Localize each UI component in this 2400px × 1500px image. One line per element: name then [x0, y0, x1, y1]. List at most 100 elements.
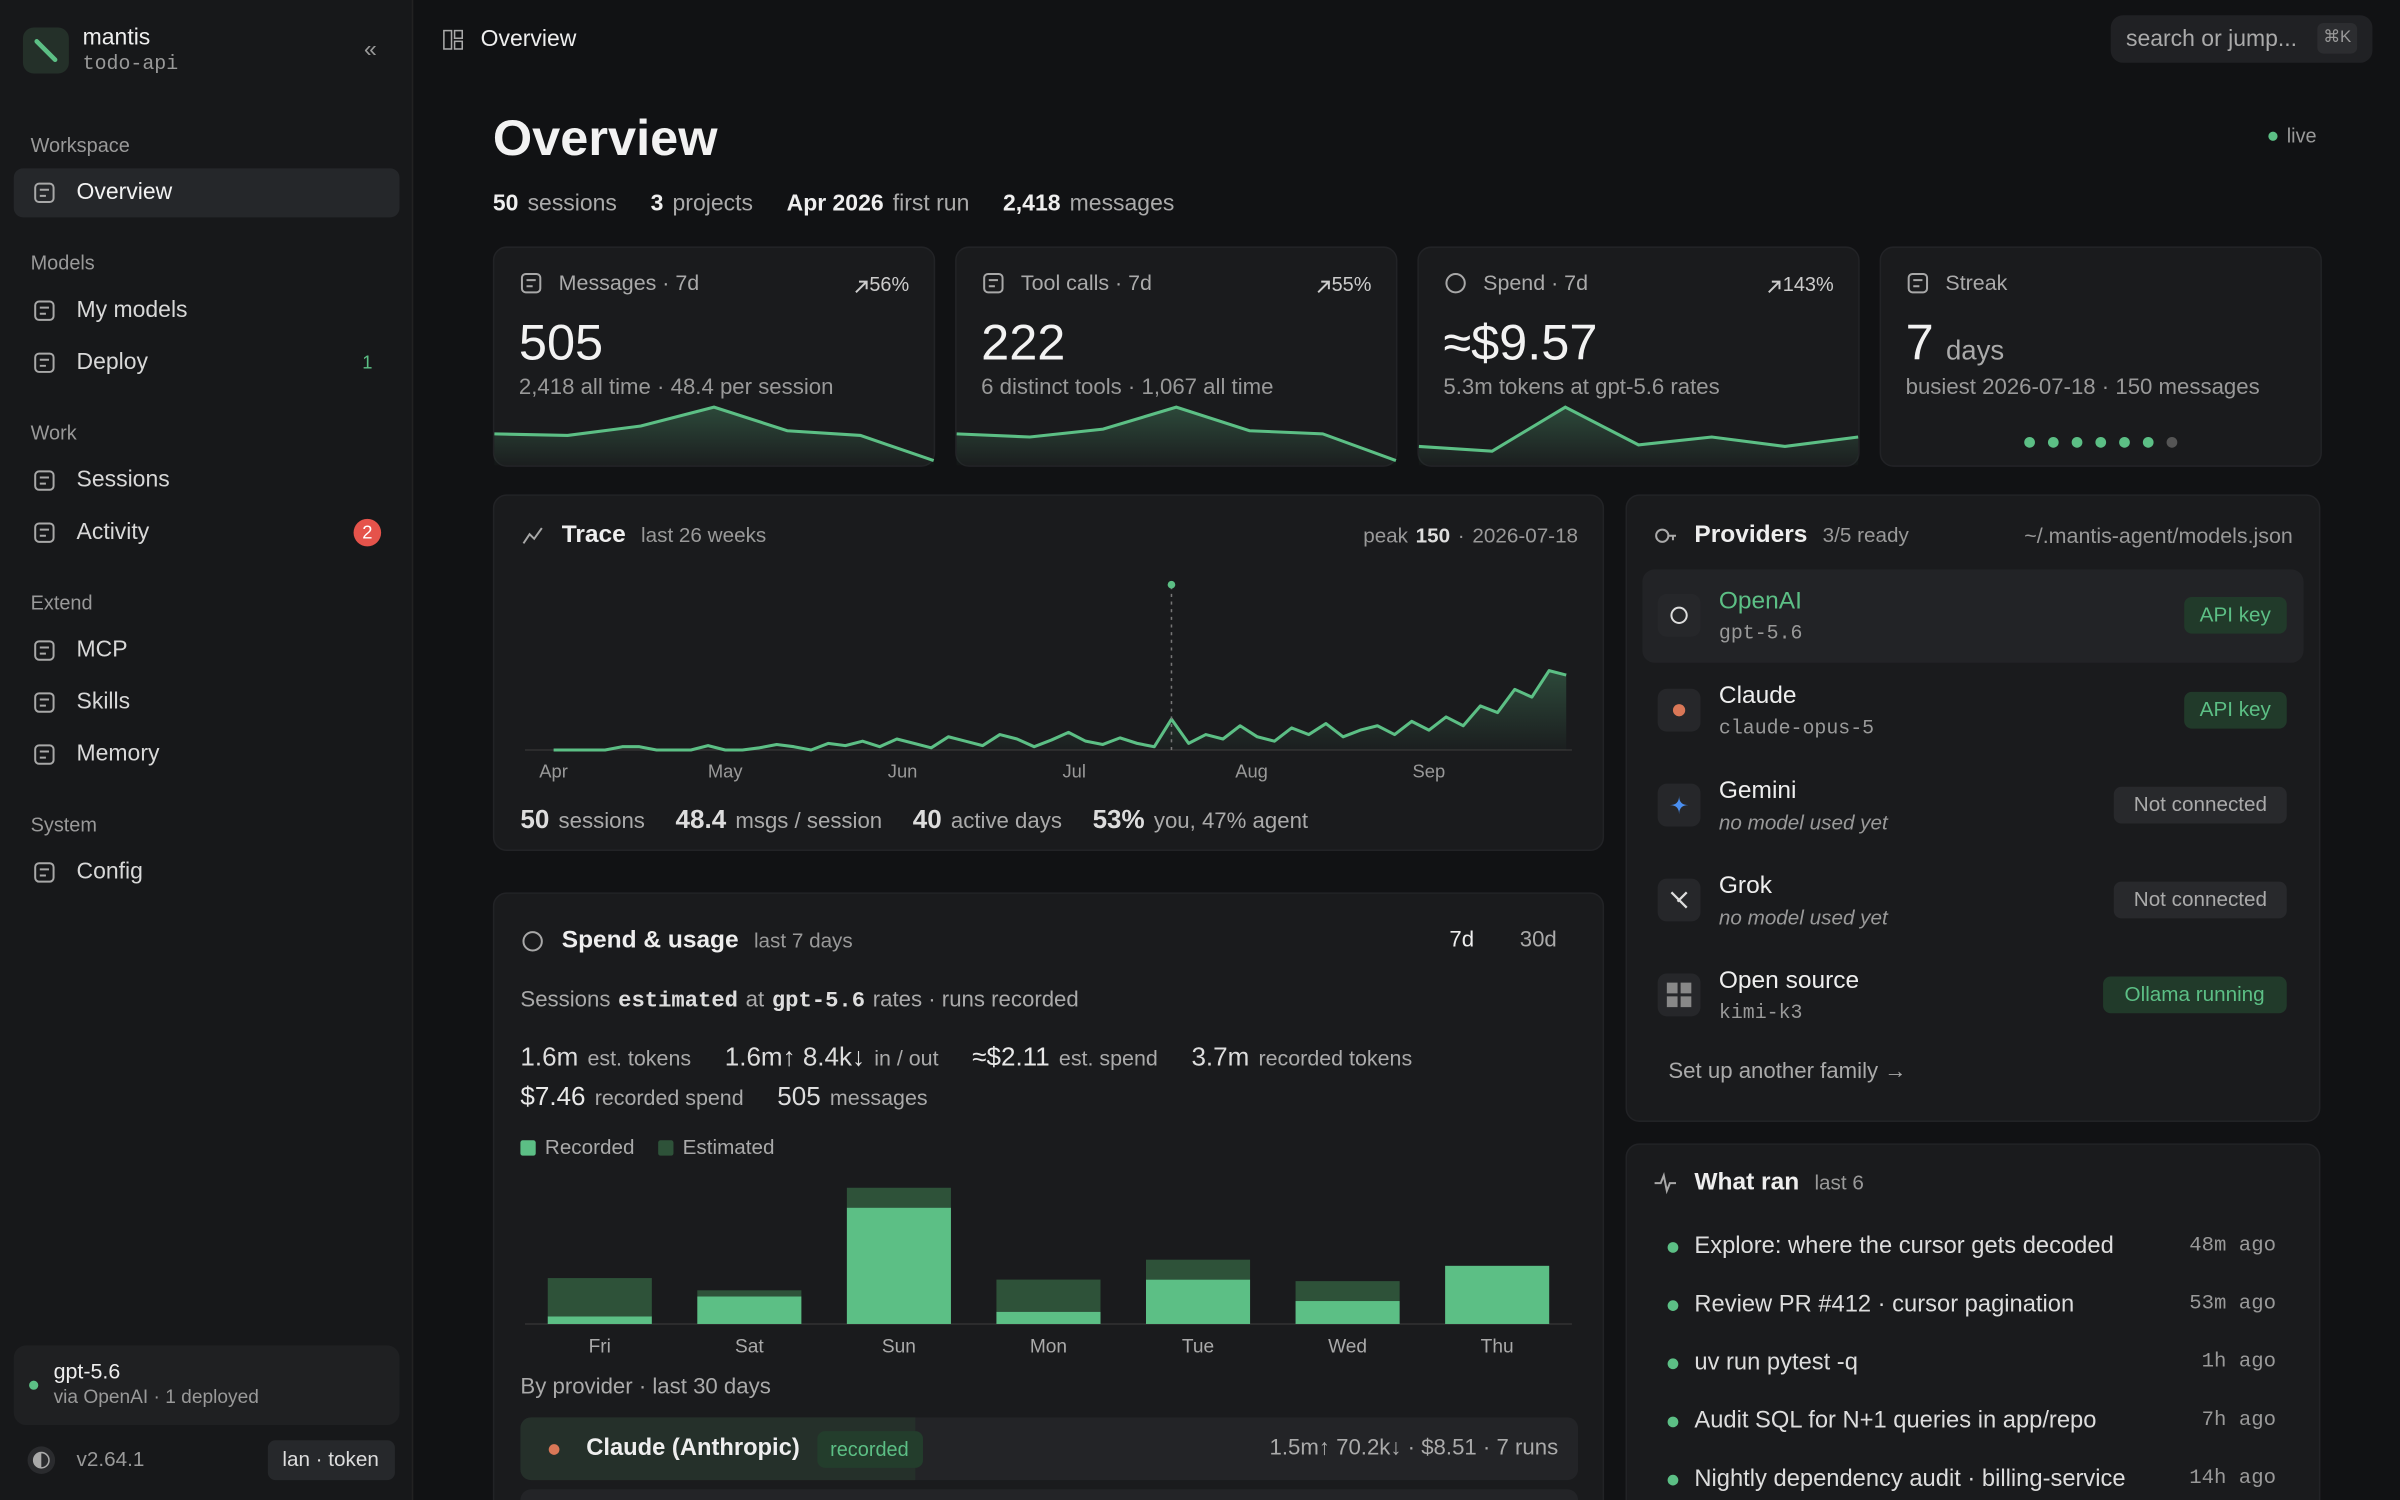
x-tick-label: May — [707, 760, 743, 782]
run-ago: 53m ago — [2189, 1293, 2277, 1317]
stat-label: recorded spend — [594, 1085, 744, 1110]
stat: 53% you, 47% agent — [1093, 805, 1309, 836]
run-text: Audit SQL for N+1 queries in app/repo — [1694, 1407, 2097, 1434]
icon-part — [34, 692, 55, 713]
live-dot — [2268, 131, 2278, 141]
nav-section-title: Work — [30, 421, 77, 445]
icon-part — [1654, 1172, 1677, 1195]
icon — [34, 352, 55, 373]
icon-part — [34, 862, 55, 883]
model-detail: via OpenAI · 1 deployed — [53, 1385, 259, 1408]
provider-state: Not connected — [2133, 792, 2268, 816]
glyph — [1669, 795, 1689, 815]
card-detail: busiest 2026-07-18 · 150 messages — [1905, 375, 2260, 400]
nav-badge: 1 — [362, 351, 373, 374]
nav-item[interactable] — [13, 168, 400, 218]
card-value-row: 222 — [981, 314, 1065, 372]
streak-dot — [2119, 436, 2130, 448]
model-name: gpt-5.6 — [53, 1358, 121, 1384]
stat-value: Apr 2026 — [786, 190, 884, 217]
icon — [522, 527, 543, 544]
stat: $7.46 recorded spend — [520, 1082, 743, 1113]
card-detail: 5.3m tokens at gpt-5.6 rates — [1443, 375, 1720, 400]
x-tick-label: Thu — [1480, 1335, 1514, 1357]
breadcrumb-icon — [443, 29, 464, 50]
range-toggle[interactable]: 7d — [1449, 928, 1475, 953]
bar-segment — [697, 1296, 802, 1324]
theme-toggle[interactable] — [27, 1446, 56, 1474]
icon-part — [1445, 272, 1466, 294]
setup-link[interactable]: Set up another family → — [1668, 1059, 1907, 1085]
nav-label: Memory — [76, 740, 160, 767]
run-text: Explore: where the cursor gets decoded — [1694, 1233, 2114, 1260]
icon-part — [39, 646, 49, 655]
trace-title: Trace — [561, 521, 626, 548]
state-badge-bg — [2114, 786, 2287, 824]
icon-part — [983, 272, 1004, 294]
card-delta: 56% — [869, 272, 910, 296]
card-label: Streak — [1945, 270, 2008, 295]
spark-area — [494, 407, 934, 466]
note-part: Sessions — [520, 988, 611, 1013]
trace-area — [553, 670, 1567, 750]
delta-arrow — [1768, 280, 1781, 294]
version: v2.64.1 — [76, 1447, 145, 1471]
stat-label: sessions — [527, 190, 617, 217]
stat: ≈$2.11 est. spend — [972, 1042, 1158, 1073]
model-box[interactable] — [13, 1345, 400, 1425]
icon — [34, 692, 55, 713]
collapse-button[interactable]: « — [364, 36, 377, 63]
trace-line — [553, 669, 1567, 752]
delta-arrow — [855, 280, 868, 294]
icon-part — [39, 750, 49, 759]
stat-label: messages — [829, 1085, 928, 1110]
nav-badge: 2 — [362, 521, 373, 544]
auth-box[interactable] — [267, 1440, 395, 1481]
spark-area — [956, 407, 1396, 466]
logo-glyph — [34, 39, 58, 62]
what-ran-header: What ran last 6 — [1694, 1169, 1863, 1197]
icon-part — [34, 352, 55, 373]
provider-name: Gemini — [1718, 778, 1797, 805]
streak-dot — [2095, 436, 2107, 448]
trace-peak: peak 150 · 2026-07-18 — [1363, 524, 1578, 547]
range-toggle[interactable]: 30d — [1519, 928, 1557, 953]
card-value: 505 — [518, 313, 604, 371]
card-value-row: ≈$9.57 — [1443, 314, 1597, 372]
icon — [1907, 272, 1929, 294]
card-value: ≈$9.57 — [1443, 313, 1598, 371]
providers-path: ~/.mantis-agent/models.json — [2024, 522, 2293, 548]
spend-note: Sessions estimated at gpt-5.6 rates · runs r… — [520, 988, 1078, 1014]
trace-header: Trace last 26 weeks — [562, 522, 767, 550]
stat-value: 48.4 — [675, 805, 727, 835]
icon-part — [526, 279, 536, 288]
bar-segment — [996, 1279, 1101, 1312]
stat: 2,418 messages — [1003, 191, 1174, 217]
stat-value: $7.46 — [520, 1082, 586, 1112]
streak-dot — [2142, 436, 2154, 448]
run-dot — [1667, 1242, 1679, 1253]
icon — [34, 300, 55, 321]
card-value: 7 — [1905, 313, 1934, 371]
nav-section-title: Models — [30, 251, 95, 275]
icon-part — [34, 182, 55, 204]
glyph — [1672, 704, 1686, 717]
note-part: rates · runs recorded — [872, 988, 1079, 1013]
icon — [34, 640, 55, 661]
streak-dot — [2024, 436, 2035, 448]
run-dot — [1667, 1300, 1679, 1311]
peak-value: 150 — [1415, 524, 1451, 548]
x-tick-label: Apr — [539, 760, 568, 782]
icon-part — [34, 470, 55, 491]
stat-value: 53% — [1092, 805, 1145, 835]
breadcrumb: Overview — [480, 26, 577, 53]
stat-value: 2,418 — [1003, 190, 1061, 217]
stat: 50 sessions — [520, 805, 645, 836]
key-icon — [1655, 528, 1677, 543]
card-detail: 6 distinct tools · 1,067 all time — [981, 375, 1274, 400]
bar-segment — [1445, 1265, 1550, 1324]
provider-state: Ollama running — [2124, 982, 2265, 1006]
provider-model: no model used yet — [1718, 905, 1888, 929]
stat-label: msgs / session — [735, 809, 883, 835]
stat-value: 1.6m↑ 8.4k↓ — [724, 1042, 866, 1072]
